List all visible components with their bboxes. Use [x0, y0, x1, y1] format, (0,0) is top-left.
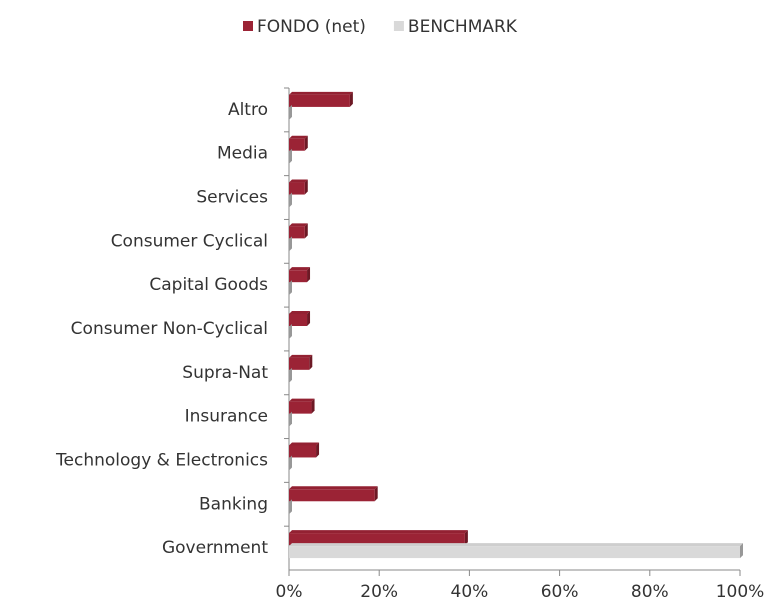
bar-group — [289, 486, 378, 502]
bar-side — [304, 179, 308, 195]
x-tick-label: 0% — [276, 582, 303, 601]
bar-group — [289, 236, 292, 252]
bar — [289, 533, 465, 546]
bar-side — [349, 91, 353, 107]
bar-group — [289, 91, 353, 107]
y-tick-label: Media — [217, 144, 268, 164]
bar-side — [289, 411, 292, 427]
bar-top — [289, 135, 308, 139]
bar — [289, 182, 305, 195]
x-tick-label: 80% — [631, 582, 669, 601]
bar-group — [289, 398, 315, 414]
bar-side — [304, 135, 308, 151]
bar — [289, 226, 305, 239]
bar-group — [289, 267, 311, 283]
bar-top — [289, 179, 308, 183]
bar-top — [289, 311, 311, 314]
bar — [289, 357, 310, 370]
bar-side — [374, 486, 378, 502]
bar — [289, 489, 375, 502]
bar-side — [309, 354, 313, 370]
bar-group — [289, 135, 308, 151]
bar-group — [289, 192, 292, 208]
bar-side — [311, 398, 315, 414]
bar-side — [740, 543, 743, 559]
bar-side — [289, 148, 292, 164]
bar-side — [289, 236, 292, 252]
bar-group — [289, 223, 308, 239]
bar-group — [289, 179, 308, 195]
bar-top — [289, 486, 378, 490]
bar-top — [289, 530, 468, 534]
bar-group — [289, 104, 292, 120]
bar-side — [289, 280, 292, 296]
bar-top — [289, 442, 320, 446]
y-tick-label: Technology & Electronics — [55, 450, 268, 470]
bar-side — [464, 530, 468, 546]
legend-swatch — [393, 21, 404, 31]
x-tick-label: 40% — [451, 582, 489, 601]
y-tick-label: Insurance — [185, 407, 268, 427]
bar-side — [316, 442, 320, 458]
bar-top — [289, 543, 743, 547]
x-tick-label: 60% — [541, 582, 579, 601]
bar-side — [307, 311, 311, 326]
bar — [289, 445, 317, 458]
bar-group — [289, 411, 292, 427]
bar-top — [289, 354, 313, 358]
bar — [289, 94, 350, 107]
x-tick-label: 20% — [360, 582, 398, 601]
bar-group — [289, 311, 311, 326]
bar-group — [289, 324, 292, 339]
bar-group — [289, 499, 292, 515]
bar-group — [289, 530, 468, 546]
bar-top — [289, 223, 308, 227]
bar-side — [304, 223, 308, 239]
bar-group — [289, 367, 292, 383]
y-tick-label: Supra-Nat — [182, 363, 268, 383]
bar-side — [289, 192, 292, 208]
legend: FONDO (net) BENCHMARK — [243, 17, 518, 37]
bar-side — [289, 324, 292, 339]
y-tick-label: Services — [196, 188, 268, 208]
y-tick-label: Consumer Non-Cyclical — [71, 319, 268, 339]
bar — [289, 138, 305, 151]
bar — [289, 401, 312, 414]
legend-swatch — [243, 21, 253, 31]
bar-group — [289, 148, 292, 164]
y-tick-label: Consumer Cyclical — [111, 231, 268, 251]
bar-side — [307, 267, 311, 283]
bar-group — [289, 442, 320, 458]
bar-group — [289, 543, 743, 559]
bar-group — [289, 354, 313, 370]
bar-top — [289, 398, 315, 402]
bar — [289, 314, 308, 326]
legend-label: BENCHMARK — [408, 17, 518, 37]
bar-side — [289, 104, 292, 120]
bar-group — [289, 280, 292, 296]
bar-side — [289, 499, 292, 515]
bar-side — [289, 455, 292, 471]
bar — [289, 270, 308, 283]
y-tick-label: Capital Goods — [149, 275, 268, 295]
y-tick-label: Government — [162, 538, 268, 558]
x-tick-label: 100% — [716, 582, 764, 601]
bar-top — [289, 91, 353, 95]
bar-top — [289, 267, 311, 271]
bar — [289, 546, 740, 559]
legend-label: FONDO (net) — [257, 17, 366, 37]
bar-side — [289, 367, 292, 383]
y-tick-label: Banking — [199, 494, 268, 514]
y-tick-label: Altro — [228, 100, 268, 120]
bar-group — [289, 455, 292, 471]
